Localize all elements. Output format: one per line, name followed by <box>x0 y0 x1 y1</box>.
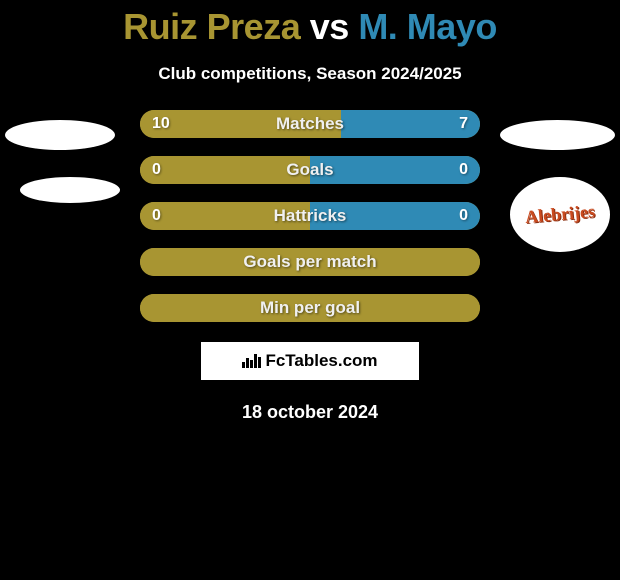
stat-row: 10Matches7 <box>140 110 480 138</box>
stat-label: Goals <box>140 160 480 180</box>
watermark-text: FcTables.com <box>265 351 377 371</box>
vs-text: vs <box>310 6 349 47</box>
watermark: FcTables.com <box>201 342 419 380</box>
stat-rows: 10Matches70Goals00Hattricks0Goals per ma… <box>140 110 480 322</box>
player2-name: M. Mayo <box>358 6 497 47</box>
stat-label: Matches <box>140 114 480 134</box>
stat-row: Goals per match <box>140 248 480 276</box>
player1-club-badge <box>20 177 120 203</box>
chart-icon <box>242 354 261 368</box>
stat-row: 0Goals0 <box>140 156 480 184</box>
stat-label: Hattricks <box>140 206 480 226</box>
date: 18 october 2024 <box>0 402 620 423</box>
player1-name: Ruiz Preza <box>123 6 300 47</box>
page-title: Ruiz Preza vs M. Mayo <box>0 0 620 48</box>
club-logo-text: Alebrijes <box>524 201 596 228</box>
subtitle: Club competitions, Season 2024/2025 <box>0 64 620 84</box>
stat-label: Min per goal <box>140 298 480 318</box>
stat-right-value: 0 <box>459 207 468 225</box>
stat-row: Min per goal <box>140 294 480 322</box>
player2-club-badge: Alebrijes <box>510 177 610 252</box>
stat-row: 0Hattricks0 <box>140 202 480 230</box>
stat-right-value: 7 <box>459 115 468 133</box>
player1-avatar <box>5 120 115 150</box>
stat-label: Goals per match <box>140 252 480 272</box>
player2-avatar <box>500 120 615 150</box>
stat-right-value: 0 <box>459 161 468 179</box>
